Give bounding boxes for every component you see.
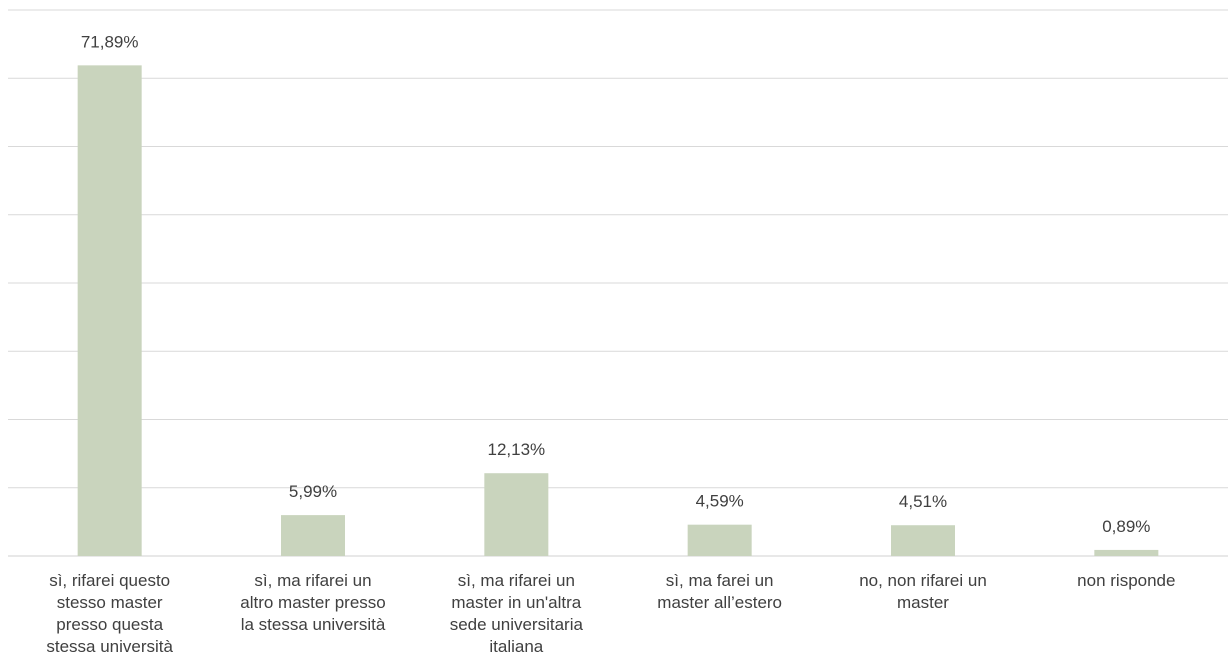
bar (484, 473, 549, 556)
gridlines (8, 9, 1228, 557)
bar (281, 515, 345, 556)
category-label-line: stesso master (57, 593, 163, 612)
category-labels: sì, rifarei questo stesso master presso qu… (46, 571, 1175, 656)
bar (77, 65, 142, 556)
category-label: non risponde (1077, 571, 1175, 590)
data-label: 71,89% (81, 32, 139, 51)
bar (891, 525, 955, 556)
category-label-line: master in un'altra (451, 593, 581, 612)
data-label: 4,51% (899, 492, 947, 511)
value-labels: 71,89% 5,99% 12,13% 4,59% 4,51% 0,89% (81, 32, 1151, 536)
bar (1094, 549, 1159, 556)
category-label-line: la stessa università (241, 615, 386, 634)
bars (77, 65, 1159, 556)
category-label-line: master all’estero (657, 593, 782, 612)
category-label-line: sì, ma farei un (666, 571, 774, 590)
category-label-line: master (897, 593, 949, 612)
category-label-line: italiana (489, 637, 543, 656)
category-label-line: non risponde (1077, 571, 1175, 590)
category-label-line: altro master presso (240, 593, 386, 612)
category-label: sì, rifarei questo stesso master presso qu… (46, 571, 173, 656)
category-label: no, non rifarei un master (859, 571, 987, 612)
data-label: 12,13% (487, 440, 545, 459)
category-label-line: no, non rifarei un (859, 571, 987, 590)
category-label: sì, ma rifarei un altro master presso la s… (240, 571, 386, 634)
category-label-line: presso questa (56, 615, 163, 634)
category-label: sì, ma rifarei un master in un'altra sede … (450, 571, 584, 656)
bar (687, 524, 752, 556)
category-label-line: sì, ma rifarei un (254, 571, 371, 590)
category-label-line: sì, rifarei questo (49, 571, 170, 590)
data-label: 0,89% (1102, 517, 1150, 536)
category-label-line: stessa università (46, 637, 173, 656)
category-label: sì, ma farei un master all’estero (657, 571, 782, 612)
category-label-line: sì, ma rifarei un (458, 571, 575, 590)
data-label: 4,59% (696, 492, 744, 511)
data-label: 5,99% (289, 482, 337, 501)
category-label-line: sede universitaria (450, 615, 584, 634)
